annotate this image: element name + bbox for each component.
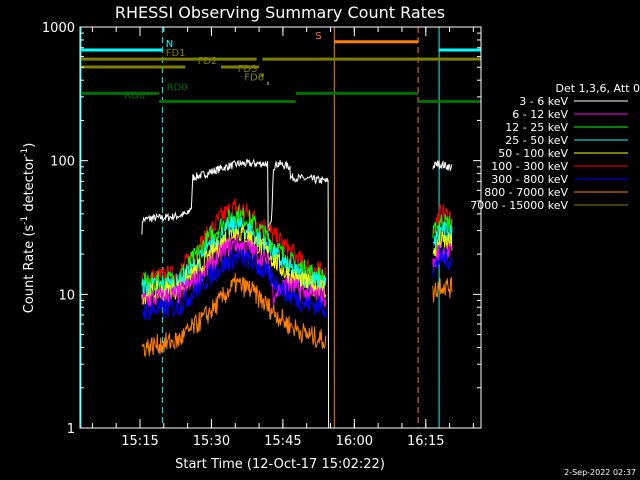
x-tick-label: 15:45 — [264, 434, 301, 449]
plot-frame — [79, 26, 482, 429]
y-tick-label: 100 — [50, 155, 75, 170]
x-tick-label: 15:15 — [121, 434, 158, 449]
flag-label-rd6: RD6 — [124, 91, 145, 102]
series-line — [141, 273, 453, 357]
flag-label-rd0: RD0 — [167, 82, 188, 93]
flag-label-fd6: FD6 — [244, 72, 264, 83]
legend-label: 100 - 300 keV — [491, 160, 568, 173]
series-line — [141, 158, 453, 428]
legend-label: 7000 - 15000 keV — [470, 199, 568, 212]
legend-label: 300 - 800 keV — [491, 173, 568, 186]
y-tick-label: 1000 — [42, 21, 75, 36]
series-line — [141, 246, 453, 322]
y-tick-label: 1 — [67, 422, 75, 437]
chart-title: RHESSI Observing Summary Count Rates — [115, 3, 445, 22]
flag-label-fd2: FD2 — [198, 56, 218, 67]
flag-label-fd3: FD3 — [238, 64, 258, 75]
flag-label-n: N — [166, 39, 173, 50]
y-axis-label: Count Rate (s-1 detector-1) — [20, 143, 37, 314]
legend-label: 3 - 6 keV — [519, 95, 568, 108]
legend-label: 6 - 12 keV — [512, 108, 568, 121]
y-tick-label: 10 — [58, 288, 75, 303]
legend-label: 800 - 7000 keV — [484, 186, 568, 199]
legend-label: 12 - 25 keV — [505, 121, 568, 134]
flag-label-s: S — [315, 31, 321, 42]
x-tick-label: 15:30 — [193, 434, 230, 449]
legend-header: Det 1,3,6, Att 0 — [556, 82, 640, 95]
x-axis-label: Start Time (12-Oct-17 15:02:22) — [175, 457, 385, 472]
legend-label: 25 - 50 keV — [505, 134, 568, 147]
flag-label-fd1: FD1 — [166, 48, 186, 59]
x-tick-label: 16:15 — [407, 434, 444, 449]
generated-timestamp: 2-Sep-2022 02:37 — [564, 468, 636, 477]
x-tick-label: 16:00 — [336, 434, 373, 449]
legend-label: 50 - 100 keV — [498, 147, 568, 160]
